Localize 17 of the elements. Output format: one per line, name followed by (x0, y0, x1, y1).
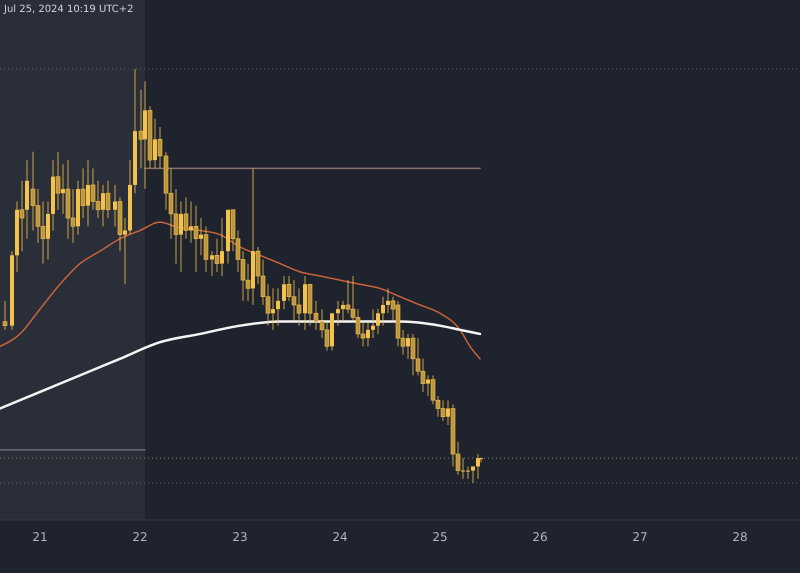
x-tick-label: 23 (232, 530, 248, 544)
candlestick (336, 300, 340, 326)
x-tick-label: 27 (632, 530, 648, 544)
x-tick-label: 28 (732, 530, 748, 544)
x-tick-label: 24 (332, 530, 348, 544)
text: Jul 25, 2024 10:19 UTC+2 (3, 4, 134, 15)
candlestick (471, 466, 475, 484)
candlestick (376, 308, 380, 334)
x-tick-label: 21 (32, 530, 48, 544)
x-tick-label: 26 (532, 530, 548, 544)
x-tick-label: 22 (132, 530, 148, 544)
x-tick-label: 25 (432, 530, 448, 544)
candlestick (371, 308, 375, 339)
candlestick (2, 300, 8, 330)
candlestick (381, 296, 385, 326)
candlestick (276, 288, 280, 326)
candlestick (476, 454, 480, 480)
